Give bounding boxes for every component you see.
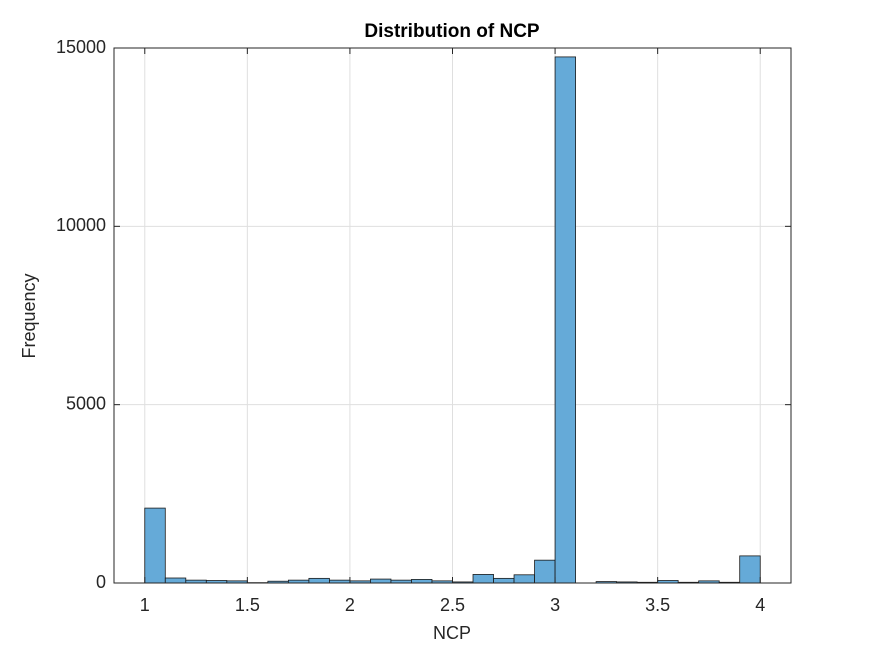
bar [144,507,166,584]
bar [534,559,556,584]
x-tick-label: 2 [345,595,355,615]
bar [411,579,433,584]
y-tick-label: 0 [96,572,106,592]
y-tick-label: 15000 [56,37,106,57]
bar [164,577,187,584]
x-tick-label: 3 [550,595,560,615]
x-tick-label: 2.5 [440,595,465,615]
bar [513,574,535,584]
chart-title: Distribution of NCP [364,21,540,42]
y-tick-label: 10000 [56,215,106,235]
bar [370,578,392,584]
x-tick-label: 1.5 [235,595,260,615]
bar [493,577,515,584]
bar [308,577,330,584]
y-axis-label: Frequency [19,273,39,358]
x-tick-label: 1 [140,595,150,615]
bar [554,56,576,584]
x-axis-label: NCP [433,623,471,643]
y-tick-label: 5000 [66,393,106,413]
bar [472,574,494,584]
x-tick-label: 3.5 [645,595,670,615]
bar [739,555,761,584]
x-tick-label: 4 [755,595,765,615]
